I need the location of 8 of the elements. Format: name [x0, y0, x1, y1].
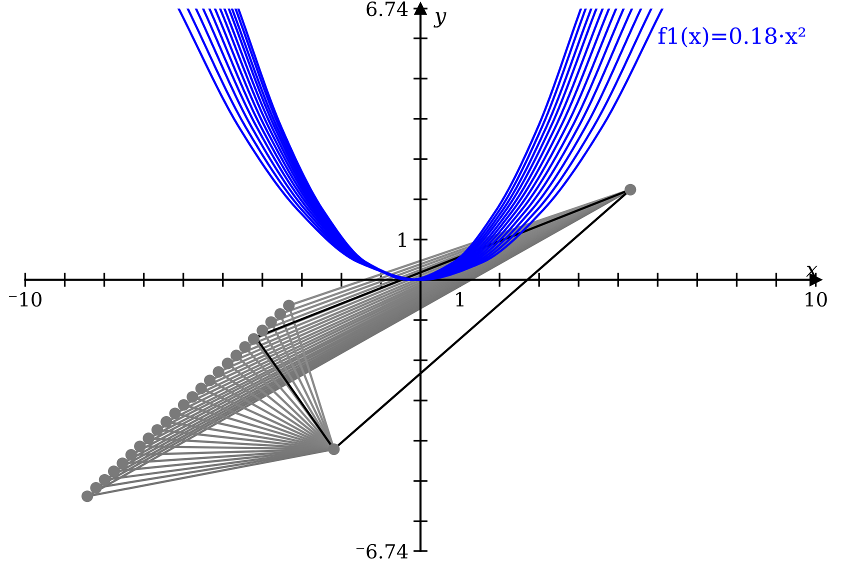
annotation: f1(x)=0.18·x²: [658, 26, 806, 48]
y-tick-label: 6.74: [366, 2, 408, 16]
x-tick-label: ⁻10: [9, 292, 42, 307]
y-tick-label: ⁻6.74: [356, 544, 408, 559]
y-tick-label: 1: [398, 232, 406, 247]
y-axis-title: y: [434, 12, 446, 28]
x-tick-label: 10: [806, 292, 827, 307]
x-tick-label: 1: [456, 292, 464, 306]
